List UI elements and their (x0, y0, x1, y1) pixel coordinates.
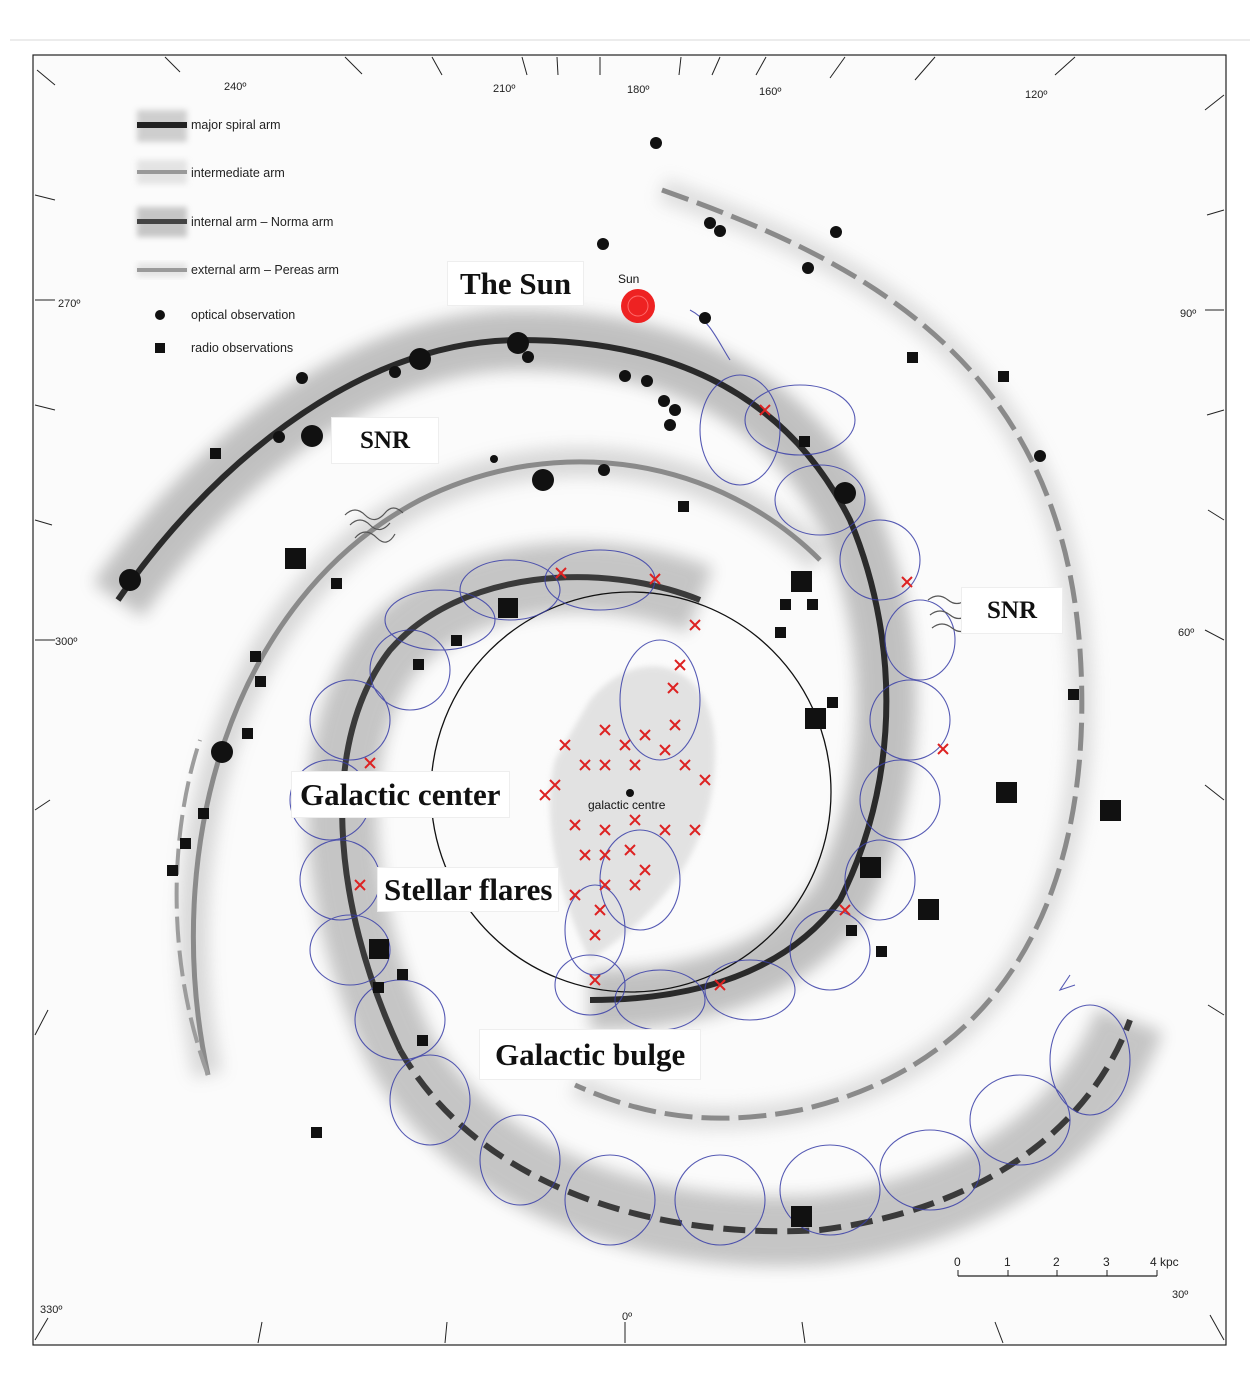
sun-marker-ring (627, 295, 649, 317)
outer-grey-arm (570, 178, 1094, 1131)
galactic-core-shading (549, 666, 716, 960)
norma-arm (307, 542, 1163, 1267)
degree-label-160: 160º (759, 86, 781, 98)
scale-tick-1: 1 (1004, 1255, 1011, 1269)
degree-label-270: 270º (58, 298, 80, 310)
degree-label-0: 0º (622, 1311, 632, 1323)
galactic-centre-label: galactic centre (588, 798, 666, 812)
degree-label-240: 240º (224, 81, 246, 93)
legend-internal-label: internal arm – Norma arm (191, 215, 333, 229)
galactic-centre-dot (626, 789, 634, 797)
degree-label-60: 60º (1178, 627, 1194, 639)
scale-tick-3: 3 (1103, 1255, 1110, 1269)
degree-label-180: 180º (627, 84, 649, 96)
legend-major-label: major spiral arm (191, 118, 281, 132)
external-arm-left (174, 739, 210, 1076)
legend-intermediate-label: intermediate arm (191, 166, 285, 180)
annotation-snr-left: SNR (332, 418, 439, 463)
scale-bar: 0 1 2 3 4 kpc (954, 1255, 1179, 1277)
annotation-snr-right: SNR (962, 588, 1063, 633)
annotation-stellar-flares: Stellar flares (378, 868, 559, 911)
legend-radio-label: radio observations (191, 341, 293, 355)
radio-observations (167, 352, 1121, 1227)
degree-label-120: 120º (1025, 89, 1047, 101)
legend: major spiral arm intermediate arm intern… (137, 110, 339, 355)
annotation-galactic-bulge: Galactic bulge (480, 1030, 701, 1079)
legend-external-label: external arm – Pereas arm (191, 263, 339, 277)
degree-label-90: 90º (1180, 308, 1196, 320)
scale-tick-2: 2 (1053, 1255, 1060, 1269)
sun-small-label: Sun (618, 272, 639, 286)
degree-label-210: 210º (493, 83, 515, 95)
scale-tick-4: 4 kpc (1150, 1255, 1179, 1269)
degree-label-330: 330º (40, 1304, 62, 1316)
annotation-galactic-center: Galactic center (292, 772, 509, 817)
degree-label-300: 300º (55, 636, 77, 648)
annotation-the-sun: The Sun (448, 262, 584, 305)
legend-optical-label: optical observation (191, 308, 295, 322)
intermediate-arm (178, 446, 831, 1079)
border-ticks (34, 56, 1225, 1344)
flare-marks (354, 404, 949, 991)
scale-tick-0: 0 (954, 1255, 961, 1269)
optical-observations (119, 137, 1046, 763)
degree-label-30: 30º (1172, 1289, 1188, 1301)
sun-marker (621, 289, 655, 323)
